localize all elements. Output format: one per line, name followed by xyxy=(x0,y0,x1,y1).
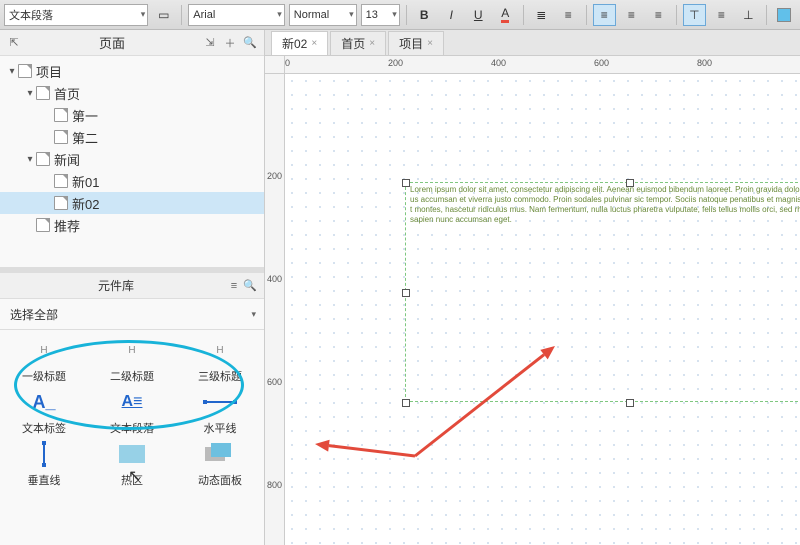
canvas-wrap: 02004006008001000 200400600800 Lorem ips… xyxy=(265,56,800,545)
resize-handle[interactable] xyxy=(402,179,410,187)
valign-middle-button[interactable]: ≡ xyxy=(710,4,733,26)
shape-type-select[interactable]: 文本段落 xyxy=(4,4,148,26)
ruler-vertical: 200400600800 xyxy=(265,74,285,545)
ruler-corner xyxy=(265,56,285,74)
resize-handle[interactable] xyxy=(626,399,634,407)
canvas-stage[interactable]: Lorem ipsum dolor sit amet, consectetur … xyxy=(285,74,800,545)
library-title: 元件库 xyxy=(6,277,226,294)
valign-bottom-button[interactable]: ⊥ xyxy=(737,4,760,26)
library-item-dynpanel[interactable]: 动态面板 xyxy=(176,440,264,488)
tree-row[interactable]: 推荐 xyxy=(0,214,264,236)
library-item-vline[interactable]: 垂直线 xyxy=(0,440,88,488)
library-menu-icon[interactable]: ≡ xyxy=(226,278,242,294)
library-item-h3[interactable]: H三级标题 xyxy=(176,336,264,384)
library-item-hotspot[interactable]: 热区 xyxy=(88,440,176,488)
font-weight-select[interactable]: Normal xyxy=(289,4,357,26)
search-pages-icon[interactable]: 🔍 xyxy=(242,35,258,51)
align-center-button[interactable]: ≡ xyxy=(620,4,643,26)
tree-row[interactable]: 第二 xyxy=(0,126,264,148)
align-right-button[interactable]: ≡ xyxy=(647,4,670,26)
close-icon[interactable]: × xyxy=(427,38,433,49)
document-tab[interactable]: 项目× xyxy=(388,31,444,55)
document-tab[interactable]: 新02× xyxy=(271,31,328,55)
bullet-list-button[interactable]: ≣ xyxy=(530,4,553,26)
tree-row[interactable]: 新02 xyxy=(0,192,264,214)
resize-handle[interactable] xyxy=(402,399,410,407)
document-tabs: 新02×首页×项目× xyxy=(265,30,800,56)
valign-top-button[interactable]: ⊤ xyxy=(683,4,706,26)
left-sidebar: ⇱ 页面 ⇲ ＋ 🔍 ▾项目▾首页第一第二▾新闻新01新02推荐 元件库 ≡ 🔍… xyxy=(0,30,265,545)
shape-picker-icon[interactable]: ▭ xyxy=(152,4,175,26)
number-list-button[interactable]: ≡ xyxy=(557,4,580,26)
library-item-h2[interactable]: H二级标题 xyxy=(88,336,176,384)
library-filter-select[interactable]: 选择全部 xyxy=(6,303,258,325)
library-panel-header: 元件库 ≡ 🔍 xyxy=(0,273,264,299)
tree-row[interactable]: ▾项目 xyxy=(0,60,264,82)
tree-row[interactable]: ▾新闻 xyxy=(0,148,264,170)
resize-handle[interactable] xyxy=(402,289,410,297)
pages-panel-header: ⇱ 页面 ⇲ ＋ 🔍 xyxy=(0,30,264,56)
add-page-icon[interactable]: ＋ xyxy=(222,35,238,51)
tree-row[interactable]: 新01 xyxy=(0,170,264,192)
italic-button[interactable]: I xyxy=(440,4,463,26)
paragraph-text: Lorem ipsum dolor sit amet, consectetur … xyxy=(406,183,800,227)
document-tab[interactable]: 首页× xyxy=(330,31,386,55)
editor-area: 新02×首页×项目× 02004006008001000 20040060080… xyxy=(265,30,800,545)
library-item-hline[interactable]: 水平线 xyxy=(176,388,264,436)
align-left-button[interactable]: ≡ xyxy=(593,4,616,26)
library-item-textlabel[interactable]: A_文本标签 xyxy=(0,388,88,436)
tree-row[interactable]: 第一 xyxy=(0,104,264,126)
font-size-select[interactable]: 13 xyxy=(361,4,400,26)
tree-row[interactable]: ▾首页 xyxy=(0,82,264,104)
library-body: H一级标题H二级标题H三级标题A_文本标签A≡文本段落水平线垂直线热区动态面板 … xyxy=(0,330,264,545)
collapse-icon[interactable]: ⇱ xyxy=(6,35,22,51)
resize-handle[interactable] xyxy=(626,179,634,187)
font-color-button[interactable]: A xyxy=(494,4,517,26)
underline-button[interactable]: U xyxy=(467,4,490,26)
ruler-horizontal: 02004006008001000 xyxy=(285,56,800,74)
pages-title: 页面 xyxy=(22,33,202,52)
library-search-icon[interactable]: 🔍 xyxy=(242,278,258,294)
fill-color-button[interactable] xyxy=(773,4,796,26)
library-item-h1[interactable]: H一级标题 xyxy=(0,336,88,384)
format-toolbar: 文本段落 ▭ Arial Normal 13 B I U A ≣ ≡ ≡ ≡ ≡… xyxy=(0,0,800,30)
library-item-paragraph[interactable]: A≡文本段落 xyxy=(88,388,176,436)
page-tree[interactable]: ▾项目▾首页第一第二▾新闻新01新02推荐 xyxy=(0,56,264,267)
add-folder-icon[interactable]: ⇲ xyxy=(202,35,218,51)
selected-text-paragraph[interactable]: Lorem ipsum dolor sit amet, consectetur … xyxy=(405,182,800,402)
close-icon[interactable]: × xyxy=(311,38,317,49)
bold-button[interactable]: B xyxy=(413,4,436,26)
close-icon[interactable]: × xyxy=(369,38,375,49)
font-family-select[interactable]: Arial xyxy=(188,4,285,26)
